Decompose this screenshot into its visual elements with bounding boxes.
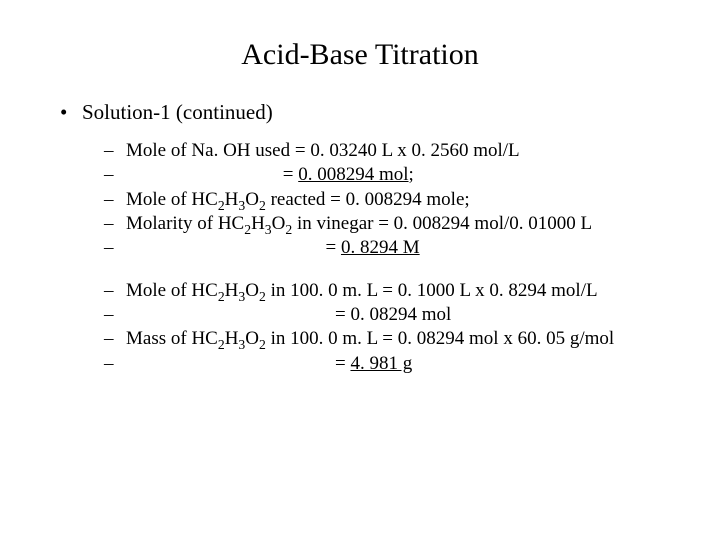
subscript: 2: [259, 288, 266, 303]
dash-icon: –: [104, 236, 114, 260]
line-pre: Mass of HC: [126, 328, 218, 349]
list-item: – = 0. 008294 mol;: [60, 163, 680, 187]
line-text: Mole of Na. OH used = 0. 03240 L x 0. 25…: [126, 140, 520, 161]
line-mid: in 100. 0 m. L = 0. 1000 L x 0. 8294 mol…: [266, 280, 598, 301]
result-underlined: 0. 008294 mol: [298, 164, 408, 185]
line-text: =: [126, 237, 341, 258]
calc-group-2: – Mole of HC2H3O2 in 100. 0 m. L = 0. 10…: [60, 279, 680, 376]
list-item: – = 0. 8294 M: [60, 236, 680, 260]
dash-icon: –: [104, 327, 114, 351]
calc-group-1: – Mole of Na. OH used = 0. 03240 L x 0. …: [60, 139, 680, 261]
dash-icon: –: [104, 212, 114, 236]
list-item: – = 4. 981 g: [60, 352, 680, 376]
dash-icon: –: [104, 352, 114, 376]
line-mid: reacted = 0. 008294 mole;: [266, 189, 470, 210]
dash-icon: –: [104, 303, 114, 327]
list-item: – = 0. 08294 mol: [60, 303, 680, 327]
heading-text: Solution-1 (continued): [82, 100, 273, 124]
chem-o: O: [245, 189, 259, 210]
line-text: =: [126, 353, 350, 374]
list-item: – Mole of Na. OH used = 0. 03240 L x 0. …: [60, 139, 680, 163]
chem-h: H: [251, 213, 265, 234]
chem-h: H: [225, 280, 239, 301]
result-underlined: 0. 8294 M: [341, 237, 420, 258]
subscript: 2: [259, 337, 266, 352]
line-pre: Mole of HC: [126, 280, 218, 301]
chem-o: O: [245, 328, 259, 349]
line-text: = 0. 08294 mol: [126, 304, 451, 325]
heading-line: • Solution-1 (continued): [60, 100, 680, 125]
slide: Acid-Base Titration • Solution-1 (contin…: [0, 0, 720, 540]
subscript: 2: [218, 197, 225, 212]
line-pre: Mole of HC: [126, 189, 218, 210]
subscript: 2: [218, 288, 225, 303]
list-item: – Mole of HC2H3O2 reacted = 0. 008294 mo…: [60, 188, 680, 212]
chem-o: O: [272, 213, 286, 234]
line-tail: ;: [409, 164, 414, 185]
dash-icon: –: [104, 188, 114, 212]
dash-icon: –: [104, 163, 114, 187]
line-text: =: [126, 164, 298, 185]
list-item: – Molarity of HC2H3O2 in vinegar = 0. 00…: [60, 212, 680, 236]
list-item: – Mole of HC2H3O2 in 100. 0 m. L = 0. 10…: [60, 279, 680, 303]
line-mid: in 100. 0 m. L = 0. 08294 mol x 60. 05 g…: [266, 328, 614, 349]
subscript: 2: [218, 337, 225, 352]
line-pre: Molarity of HC: [126, 213, 244, 234]
line-mid: in vinegar = 0. 008294 mol/0. 01000 L: [292, 213, 592, 234]
bullet-icon: •: [60, 100, 67, 125]
chem-h: H: [225, 328, 239, 349]
chem-o: O: [245, 280, 259, 301]
subscript: 2: [259, 197, 266, 212]
list-item: – Mass of HC2H3O2 in 100. 0 m. L = 0. 08…: [60, 327, 680, 351]
subscript: 3: [265, 222, 272, 237]
slide-title: Acid-Base Titration: [0, 0, 720, 100]
dash-icon: –: [104, 139, 114, 163]
chem-h: H: [225, 189, 239, 210]
dash-icon: –: [104, 279, 114, 303]
result-underlined: 4. 981 g: [350, 353, 412, 374]
slide-body: • Solution-1 (continued) – Mole of Na. O…: [0, 100, 720, 376]
